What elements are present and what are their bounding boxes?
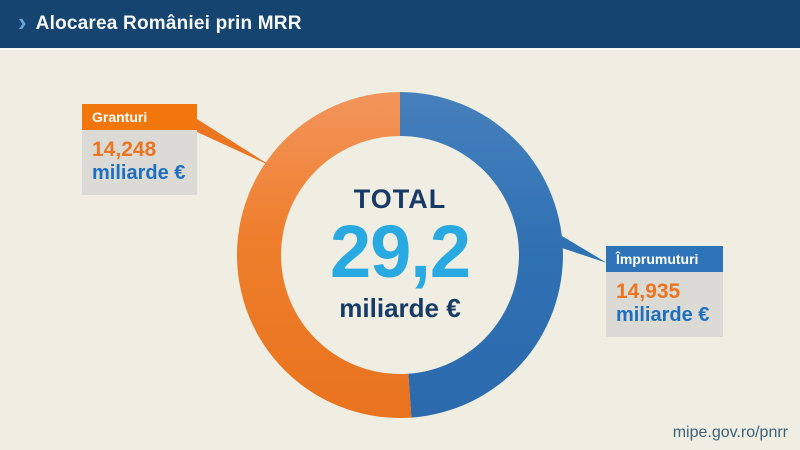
imprumuturi-unit: miliarde €	[616, 304, 710, 327]
slice-imprumuturi	[400, 92, 563, 418]
granturi-value: 14,248	[92, 138, 157, 161]
imprumuturi-value: 14,935	[616, 280, 681, 303]
total-value: 29,2	[329, 210, 471, 293]
header-bar: › Alocarea României prin MRR	[0, 0, 800, 50]
granturi-unit: miliarde €	[92, 162, 186, 185]
granturi-callout: Granturi 14,248 miliarde €	[82, 104, 197, 196]
imprumuturi-leader-line	[562, 236, 607, 263]
total-label: TOTAL	[353, 184, 447, 214]
chevron-right-icon: ›	[18, 7, 27, 37]
imprumuturi-callout: Împrumuturi 14,935 miliarde €	[606, 246, 723, 338]
donut-center-text: TOTAL 29,2 miliarde €	[285, 184, 515, 323]
slice-granturi	[236, 92, 412, 419]
granturi-callout-title: Granturi	[82, 104, 197, 130]
granturi-callout-body: 14,248 miliarde €	[82, 130, 197, 196]
footer-url: mipe.gov.ro/pnrr	[672, 424, 788, 441]
imprumuturi-callout-body: 14,935 miliarde €	[606, 272, 723, 338]
page-title: Alocarea României prin MRR	[35, 13, 302, 34]
granturi-leader-line	[197, 119, 271, 166]
total-unit: miliarde €	[339, 293, 461, 323]
imprumuturi-callout-title: Împrumuturi	[606, 246, 723, 272]
